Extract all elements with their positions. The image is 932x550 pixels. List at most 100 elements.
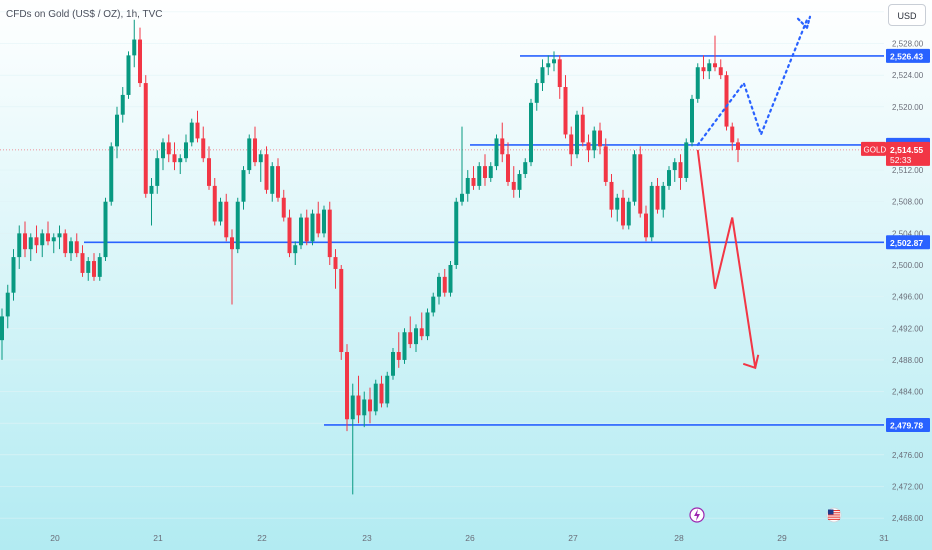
candle-body xyxy=(40,233,45,246)
candle-body xyxy=(5,292,10,317)
x-tick-label: 27 xyxy=(568,533,578,543)
candle-body xyxy=(506,154,510,182)
candle xyxy=(339,265,344,360)
candle xyxy=(419,312,424,341)
us-flag-event-icon[interactable] xyxy=(826,507,842,523)
candle xyxy=(195,110,200,143)
y-tick-label: 2,508.00 xyxy=(892,198,924,207)
candle xyxy=(138,27,142,88)
candle xyxy=(230,229,234,305)
candle xyxy=(690,94,694,147)
candle-body xyxy=(138,39,142,84)
level-price-badge[interactable]: 2,479.78 xyxy=(886,417,930,432)
candle xyxy=(483,154,487,186)
symbol-badge[interactable]: GOLD xyxy=(861,141,886,156)
candle xyxy=(724,71,729,131)
candle-body xyxy=(609,181,614,210)
candle xyxy=(166,134,171,163)
candle-body xyxy=(569,134,574,155)
candle-body xyxy=(546,63,551,68)
candle xyxy=(529,98,533,167)
candle-body xyxy=(23,233,27,250)
candle xyxy=(143,75,148,198)
candle-body xyxy=(586,142,591,151)
candle xyxy=(34,225,39,254)
candle xyxy=(69,237,73,262)
candle xyxy=(149,177,154,226)
candle xyxy=(460,126,464,206)
candle xyxy=(74,233,79,258)
candle-body xyxy=(51,237,56,242)
lightning-glyph xyxy=(694,509,700,521)
level-price-badge[interactable]: 2,526.43 xyxy=(886,48,930,63)
candle xyxy=(718,59,723,80)
candle-body xyxy=(477,166,482,186)
candle xyxy=(276,158,280,202)
candle-body xyxy=(419,328,424,337)
candle xyxy=(201,126,206,163)
candle xyxy=(247,134,252,175)
candle-body xyxy=(350,395,355,420)
candle-body xyxy=(672,162,677,171)
currency-button[interactable]: USD xyxy=(888,4,926,26)
candle xyxy=(707,59,712,80)
candle xyxy=(86,257,91,281)
candle-body xyxy=(655,185,660,210)
flag-stripe xyxy=(828,516,840,518)
lightning-event-icon[interactable] xyxy=(689,507,705,523)
bearish-projection-path[interactable] xyxy=(696,149,757,368)
candle-body xyxy=(258,154,263,163)
candle-body xyxy=(322,209,326,234)
candle xyxy=(569,126,574,167)
candle-body xyxy=(316,213,321,234)
level-price-badge[interactable]: 2,502.87 xyxy=(886,235,930,250)
candle-body xyxy=(483,166,487,178)
candle xyxy=(92,253,96,281)
candle xyxy=(552,51,556,72)
candle xyxy=(270,162,275,202)
candle-body xyxy=(580,114,585,143)
candle-body xyxy=(391,352,395,376)
candle-body xyxy=(661,185,666,210)
candle xyxy=(667,166,671,190)
candle-body xyxy=(218,201,223,222)
candle xyxy=(385,371,390,408)
y-tick-label: 2,512.00 xyxy=(892,166,924,175)
candle-body xyxy=(684,142,689,178)
badge-bg xyxy=(886,235,930,250)
candle-body xyxy=(626,201,631,226)
candle xyxy=(362,391,367,428)
candle xyxy=(207,146,211,190)
candle-body xyxy=(345,352,349,420)
candle xyxy=(178,154,183,175)
candle xyxy=(431,292,436,317)
candle xyxy=(51,233,56,254)
candle xyxy=(586,134,591,163)
candle xyxy=(97,253,102,281)
candle-body xyxy=(172,154,177,163)
candle xyxy=(46,221,50,246)
candle xyxy=(540,59,545,91)
bullish-projection-path[interactable] xyxy=(696,18,809,147)
candle-body xyxy=(638,154,643,214)
candle-body xyxy=(529,102,533,163)
candle xyxy=(161,138,165,171)
candle xyxy=(189,118,194,147)
candle xyxy=(563,75,568,139)
candle xyxy=(345,344,349,432)
candle xyxy=(63,229,68,258)
candle-body xyxy=(293,245,298,254)
candle xyxy=(0,308,4,360)
y-tick-label: 2,520.00 xyxy=(892,103,924,112)
candle xyxy=(5,284,10,329)
candle-body xyxy=(304,217,309,242)
candle xyxy=(356,375,361,424)
candle xyxy=(126,51,131,99)
candle xyxy=(506,142,510,186)
x-tick-label: 31 xyxy=(879,533,889,543)
badge-text: 2,502.87 xyxy=(890,238,923,248)
candle-body xyxy=(701,67,706,72)
